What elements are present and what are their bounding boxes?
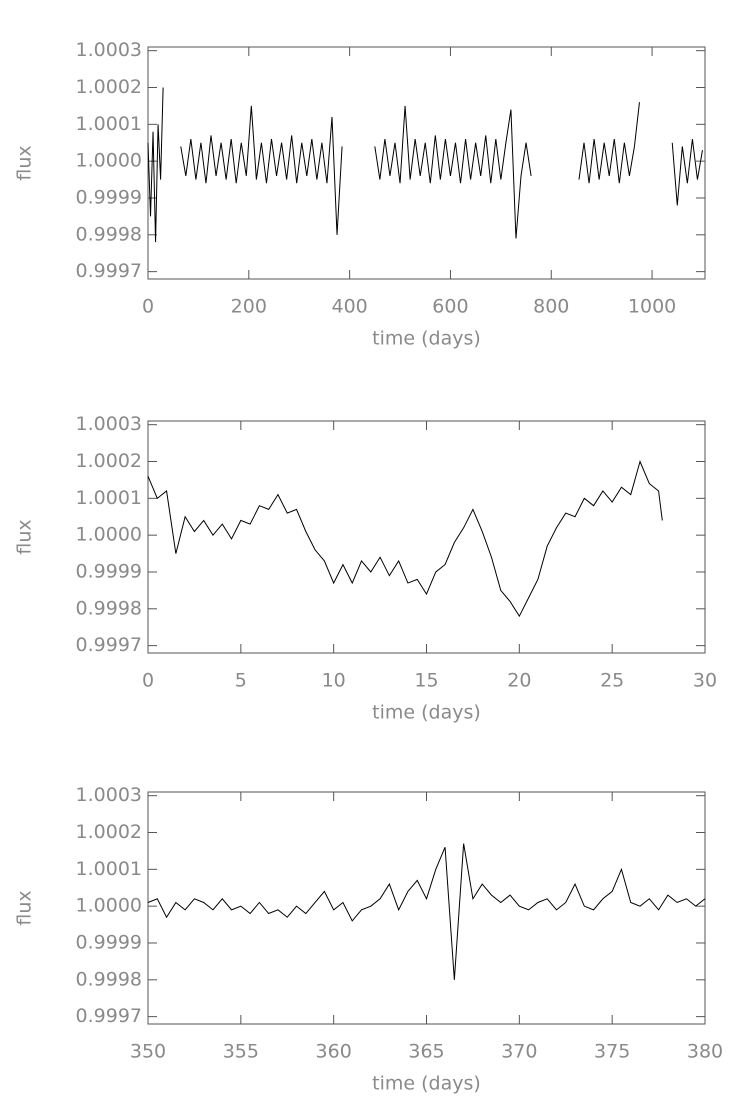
y-axis-title: flux	[14, 145, 36, 180]
y-tick-label: 0.9998	[76, 597, 142, 619]
flux-line	[147, 87, 703, 243]
x-tick-label: 200	[231, 296, 267, 318]
y-tick-label: 1.0003	[76, 39, 142, 61]
plot-frame	[147, 791, 706, 1025]
y-tick-label: 1.0003	[76, 413, 142, 435]
x-tick-label: 800	[533, 296, 569, 318]
y-tick-label: 1.0002	[76, 76, 142, 98]
x-tick-label: 1000	[628, 296, 676, 318]
y-axis-title: flux	[14, 519, 36, 554]
x-tick-label: 360	[316, 1041, 352, 1063]
y-tick-label: 0.9997	[76, 260, 142, 282]
y-tick-label: 1.0002	[76, 821, 142, 843]
y-tick-label: 0.9998	[76, 223, 142, 245]
y-tick-label: 1.0001	[76, 113, 142, 135]
x-tick-label: 400	[331, 296, 367, 318]
x-tick-label: 365	[408, 1041, 444, 1063]
x-tick-label: 0	[142, 296, 154, 318]
x-tick-label: 25	[600, 670, 624, 692]
x-tick-label: 380	[687, 1041, 723, 1063]
y-tick-label: 1.0001	[76, 858, 142, 880]
y-tick-label: 0.9997	[76, 634, 142, 656]
x-tick-label: 30	[693, 670, 717, 692]
x-tick-label: 5	[235, 670, 247, 692]
y-tick-label: 1.0000	[76, 524, 142, 546]
x-tick-label: 10	[322, 670, 346, 692]
x-tick-label: 20	[507, 670, 531, 692]
x-tick-label: 600	[432, 296, 468, 318]
x-tick-label: 0	[142, 670, 154, 692]
y-tick-label: 1.0000	[76, 895, 142, 917]
y-tick-label: 0.9998	[76, 968, 142, 990]
plot-frame	[147, 46, 706, 280]
x-tick-label: 375	[594, 1041, 630, 1063]
flux-line	[147, 843, 706, 980]
y-tick-label: 1.0003	[76, 784, 142, 806]
y-tick-label: 1.0002	[76, 450, 142, 472]
y-tick-label: 0.9999	[76, 560, 142, 582]
x-tick-label: 350	[130, 1041, 166, 1063]
x-axis-title: time (days)	[372, 1073, 481, 1095]
y-tick-label: 0.9999	[76, 186, 142, 208]
y-tick-label: 0.9997	[76, 1005, 142, 1027]
flux-line	[147, 459, 663, 618]
x-axis-title: time (days)	[372, 702, 481, 724]
x-tick-label: 370	[501, 1041, 537, 1063]
y-tick-label: 1.0000	[76, 150, 142, 172]
y-tick-label: 0.9999	[76, 931, 142, 953]
x-tick-label: 355	[223, 1041, 259, 1063]
y-tick-label: 1.0001	[76, 487, 142, 509]
x-axis-title: time (days)	[372, 328, 481, 350]
plot-frame	[147, 420, 706, 654]
x-tick-label: 15	[414, 670, 438, 692]
y-axis-title: flux	[14, 890, 36, 925]
